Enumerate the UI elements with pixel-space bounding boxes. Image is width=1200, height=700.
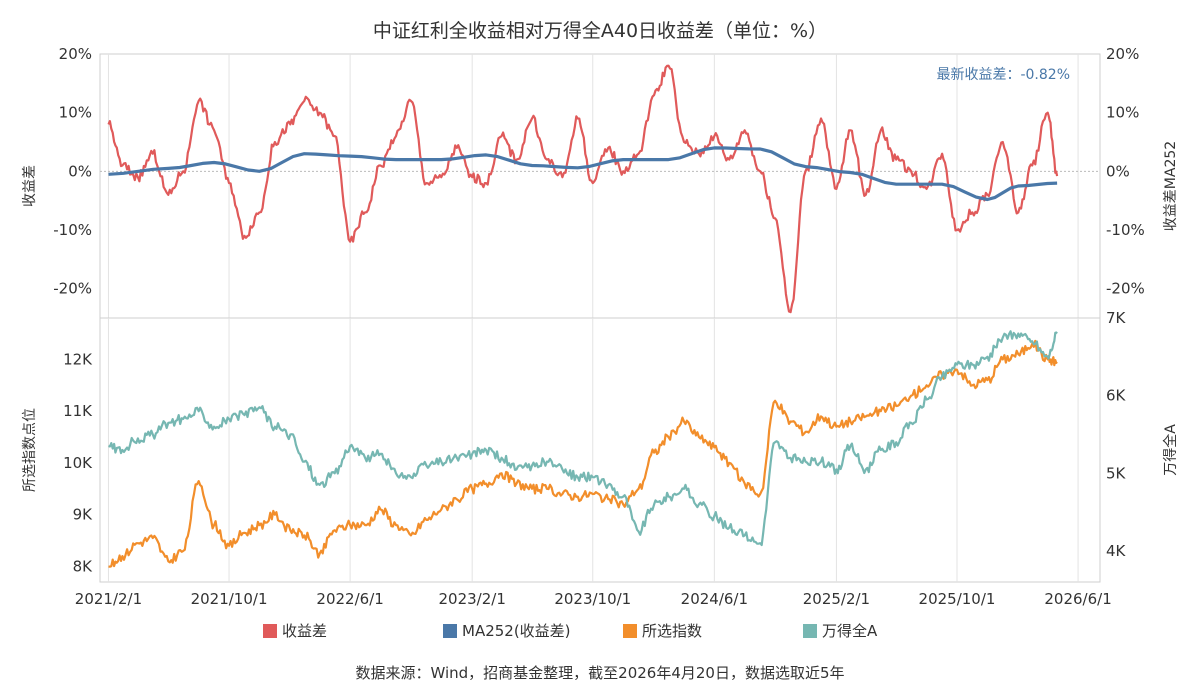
y-tick-label-left: -20% [53, 280, 92, 298]
y-tick-label-left: 11K [63, 402, 93, 420]
legend-item: 万得全A [803, 622, 878, 640]
x-tick-label: 2023/2/1 [439, 590, 506, 608]
y-tick-label-left: -10% [53, 221, 92, 239]
legend-item: MA252(收益差) [443, 622, 571, 640]
bottom-y-ticks-left: 8K 9K 10K 11K 12K [63, 350, 93, 575]
top-series [107, 64, 1059, 314]
legend: 收益差 MA252(收益差) 所选指数 万得全A [263, 622, 878, 640]
y-tick-label-right: 10% [1106, 104, 1139, 122]
top-y-axis-title-left: 收益差 [22, 165, 38, 207]
x-tick-label: 2026/6/1 [1044, 590, 1111, 608]
legend-swatch [443, 624, 457, 638]
x-tick-label: 2021/10/1 [191, 590, 268, 608]
x-tick-label: 2024/6/1 [681, 590, 748, 608]
bottom-y-axis-title-left: 所选指数点位 [22, 408, 38, 492]
legend-label: 万得全A [822, 622, 878, 640]
y-tick-label-right: -20% [1106, 280, 1145, 298]
top-y-ticks-right: -20% -10% 0% 10% 20% [1106, 45, 1145, 298]
chart-title: 中证红利全收益相对万得全A40日收益差（单位：%） [373, 20, 827, 42]
series-line-2 [108, 330, 1058, 547]
legend-swatch [263, 624, 277, 638]
x-tick-label: 2025/10/1 [919, 590, 996, 608]
bottom-y-ticks-right: 4K 5K 6K 7K [1106, 309, 1127, 560]
y-tick-label-left: 8K [73, 557, 94, 575]
top-panel: -20% -10% 0% 10% 20% -20% -10% 0% 10% 20% 最新收益差：… [22, 45, 1179, 319]
legend-label: 所选指数 [642, 622, 702, 640]
x-tick-label: 2025/2/1 [803, 590, 870, 608]
x-tick-label: 2021/2/1 [75, 590, 142, 608]
legend-swatch [623, 624, 637, 638]
series-line-1 [108, 339, 1058, 568]
source-note: 数据来源：Wind，招商基金整理，截至2026年4月20日，数据选取近5年 [355, 664, 844, 682]
y-tick-label-right: 20% [1106, 45, 1139, 63]
y-tick-label-right: -10% [1106, 221, 1145, 239]
y-tick-label-left: 10% [59, 104, 92, 122]
bottom-y-axis-title-right: 万得全A [1162, 424, 1179, 476]
legend-label: 收益差 [282, 622, 327, 640]
y-tick-label-left: 10K [63, 454, 93, 472]
x-tick-label: 2022/6/1 [316, 590, 383, 608]
legend-swatch [803, 624, 817, 638]
top-y-ticks-left: -20% -10% 0% 10% 20% [53, 45, 92, 298]
legend-label: MA252(收益差) [462, 622, 571, 640]
series-line-2 [108, 146, 1058, 202]
y-tick-label-left: 12K [63, 350, 93, 368]
bottom-series [108, 330, 1058, 568]
y-tick-label-right: 6K [1106, 387, 1127, 405]
legend-item: 所选指数 [623, 622, 702, 640]
series-line-1 [107, 64, 1059, 314]
y-tick-label-left: 20% [59, 45, 92, 63]
y-tick-label-right: 7K [1106, 309, 1127, 327]
bottom-panel-frame [99, 317, 1101, 583]
legend-item: 收益差 [263, 622, 327, 640]
y-tick-label-right: 0% [1106, 162, 1130, 180]
x-axis-ticks: 2021/2/1 2021/10/1 2022/6/1 2023/2/1 2023/10… [75, 590, 1112, 608]
y-tick-label-right: 5K [1106, 464, 1127, 482]
latest-spread-annotation: 最新收益差：-0.82% [936, 67, 1070, 83]
x-tick-label: 2023/10/1 [554, 590, 631, 608]
bottom-grid [107, 318, 1079, 582]
bottom-panel: 8K 9K 10K 11K 12K 4K 5K 6K 7K 所选指数点位 万得全A [22, 309, 1179, 583]
y-tick-label-right: 4K [1106, 542, 1127, 560]
y-tick-label-left: 0% [68, 162, 92, 180]
top-y-axis-title-right: 收益差MA252 [1163, 141, 1179, 231]
y-tick-label-left: 9K [73, 506, 94, 524]
